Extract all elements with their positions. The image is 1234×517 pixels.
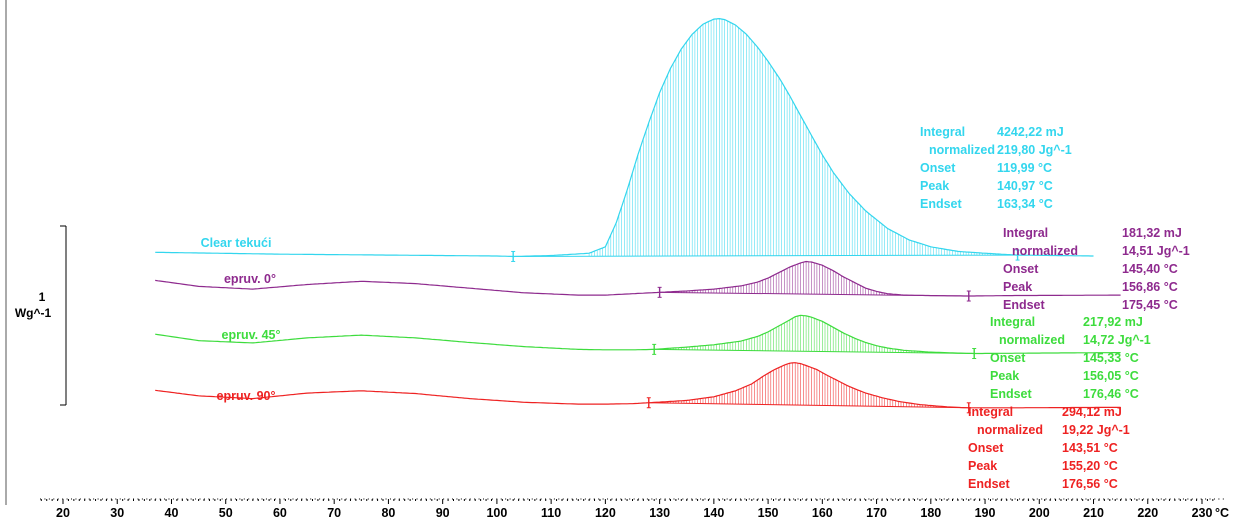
integral-value: 145,40 °C	[1122, 262, 1178, 276]
integral-value: 4242,22 mJ	[997, 125, 1064, 139]
integral-value: 176,46 °C	[1083, 387, 1139, 401]
integral-label: Integral	[1003, 226, 1048, 240]
integral-label: Peak	[1003, 280, 1032, 294]
integration-baseline-0	[513, 254, 1018, 257]
integral-label: normalized	[929, 143, 995, 157]
x-tick-labels: 20 30 40 50 60 70 80 90 100 110 120 130 140 150 160 170…	[56, 506, 1212, 517]
x-tick-label: 60	[273, 506, 287, 517]
series-label-0: Clear tekući	[201, 236, 272, 250]
integral-label: Onset	[920, 161, 956, 175]
x-tick-label: 100	[486, 506, 507, 517]
x-tick-marks	[40, 499, 1214, 504]
integral-label: Onset	[1003, 262, 1039, 276]
x-tick-label: 170	[866, 506, 887, 517]
integral-label: Endset	[990, 387, 1033, 401]
series-curve-2	[155, 314, 1121, 355]
series-1: epruv. 0°	[155, 260, 1121, 302]
peak-hatch-0	[588, 18, 1008, 257]
integral-label: Endset	[1003, 298, 1046, 312]
integral-label: Integral	[920, 125, 965, 139]
x-tick-label: 130	[649, 506, 670, 517]
x-tick-label: 140	[703, 506, 724, 517]
integral-label: Peak	[990, 369, 1019, 383]
integral-label: Onset	[990, 351, 1026, 365]
x-tick-label: 210	[1083, 506, 1104, 517]
x-tick-label: 30	[110, 506, 124, 517]
integral-value: 155,20 °C	[1062, 459, 1118, 473]
integral-value: 156,86 °C	[1122, 280, 1178, 294]
integral-annotation-2: Integral 217,92 mJ normalized 14,72 Jg^-1 On…	[990, 315, 1151, 401]
integration-baseline-3	[648, 402, 969, 409]
integral-label: Integral	[968, 405, 1013, 419]
integral-label: normalized	[1012, 244, 1078, 258]
series-label-2: epruv. 45°	[222, 328, 281, 342]
x-tick-label: 110	[541, 506, 561, 517]
integral-value: 143,51 °C	[1062, 441, 1118, 455]
integral-value: 163,34 °C	[997, 197, 1053, 211]
series-curve-0	[155, 17, 1094, 258]
x-tick-label: 220	[1137, 506, 1158, 517]
scale-bar: 1 Wg^-1	[15, 225, 67, 406]
peak-hatch-3	[656, 362, 945, 408]
x-tick-label: 50	[219, 506, 233, 517]
scale-bar-unit: Wg^-1	[15, 306, 52, 320]
series-label-1: epruv. 0°	[224, 272, 276, 286]
peak-hatch-1	[670, 261, 896, 296]
series-3: epruv. 90°	[155, 362, 1121, 414]
x-tick-label: 230	[1192, 506, 1213, 517]
integral-value: 175,45 °C	[1122, 298, 1178, 312]
x-tick-label: 90	[436, 506, 450, 517]
integral-label: Endset	[920, 197, 963, 211]
integral-label: normalized	[999, 333, 1065, 347]
integral-value: 219,80 Jg^-1	[997, 143, 1072, 157]
integral-label: Peak	[920, 179, 949, 193]
x-tick-label: 120	[595, 506, 616, 517]
integral-value: 176,56 °C	[1062, 477, 1118, 491]
x-tick-label: 40	[165, 506, 179, 517]
integral-annotation-1: Integral 181,32 mJ normalized 14,51 Jg^-1 On…	[1003, 226, 1190, 312]
integral-label: Integral	[990, 315, 1035, 329]
integral-value: 140,97 °C	[997, 179, 1053, 193]
scale-bar-value: 1	[39, 290, 46, 304]
integration-baseline-2	[654, 348, 975, 355]
integral-value: 119,99 °C	[997, 161, 1052, 175]
x-tick-label: 80	[381, 506, 395, 517]
integral-value: 14,51 Jg^-1	[1122, 244, 1190, 258]
x-axis-unit: °C	[1215, 506, 1229, 517]
series-label-3: epruv. 90°	[217, 389, 276, 403]
integral-value: 19,22 Jg^-1	[1062, 423, 1130, 437]
x-tick-label: 70	[327, 506, 341, 517]
series-curve-1	[155, 260, 1121, 297]
integral-value: 294,12 mJ	[1062, 405, 1122, 419]
integral-value: 145,33 °C	[1083, 351, 1139, 365]
integral-value: 156,05 °C	[1083, 369, 1139, 383]
integral-value: 217,92 mJ	[1083, 315, 1143, 329]
series-0: Clear tekući	[155, 17, 1094, 262]
x-tick-label: 200	[1029, 506, 1050, 517]
series-curve-3	[155, 362, 1121, 409]
x-tick-label: 150	[758, 506, 779, 517]
x-tick-label: 20	[56, 506, 70, 517]
series-layer: Clear tekući epruv. 0° epruv. 45° epruv. 90…	[155, 17, 1121, 414]
x-axis: 20 30 40 50 60 70 80 90 100 110 120 130 140 150 160 170…	[40, 498, 1229, 517]
integral-annotation-3: Integral 294,12 mJ normalized 19,22 Jg^-1 On…	[968, 405, 1130, 491]
integral-label: Endset	[968, 477, 1011, 491]
peak-hatch-2	[661, 315, 940, 354]
integral-label: Peak	[968, 459, 997, 473]
integral-value: 181,32 mJ	[1122, 226, 1182, 240]
x-tick-label: 180	[920, 506, 941, 517]
integral-label: Onset	[968, 441, 1004, 455]
integral-label: normalized	[977, 423, 1043, 437]
series-2: epruv. 45°	[155, 314, 1121, 360]
x-tick-label: 190	[975, 506, 996, 517]
x-tick-label: 160	[812, 506, 833, 517]
integral-value: 14,72 Jg^-1	[1083, 333, 1151, 347]
